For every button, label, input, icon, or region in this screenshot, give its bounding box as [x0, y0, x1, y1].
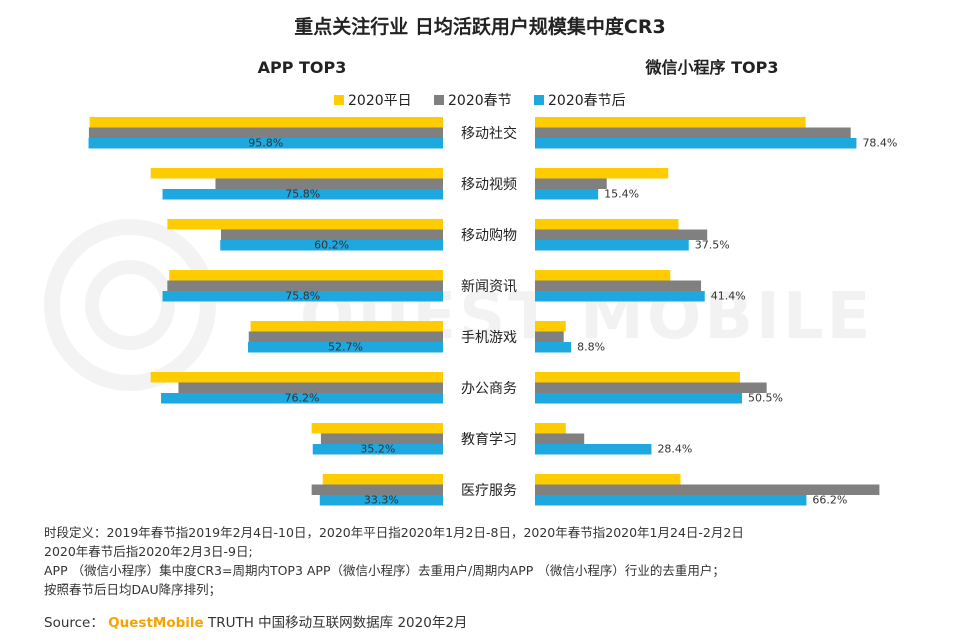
bar-miniprogram-1: [535, 423, 566, 434]
category-label: 移动社交: [461, 125, 517, 142]
bar-app-2: [248, 331, 443, 342]
bar-miniprogram-2: [535, 229, 708, 240]
legend-swatch: [534, 95, 544, 105]
source-brand: QuestMobile: [108, 615, 204, 631]
watermark-ring: [44, 219, 216, 391]
note-line: 2020年春节后指2020年2月3日-9日;: [44, 544, 253, 559]
bar-app-2: [167, 280, 443, 291]
value-label-app: 95.8%: [248, 137, 283, 150]
bars-layer: 95.8% 78.4% 75.8% 15.4% 60.2% 37.5% 75.8% 41.4%…: [88, 117, 897, 507]
bar-miniprogram-2: [535, 178, 607, 189]
bar-miniprogram-3: [535, 342, 572, 353]
bar-miniprogram-1: [535, 219, 679, 230]
bar-app-1: [150, 372, 443, 383]
legend-label: 2020平日: [348, 93, 412, 109]
bar-app-1: [150, 168, 443, 179]
value-label-miniprogram: 15.4%: [604, 188, 639, 201]
legend-swatch: [434, 95, 444, 105]
bar-app-3: [248, 342, 443, 353]
legend-label: 2020春节: [448, 93, 512, 109]
value-label-app: 52.7%: [328, 341, 363, 354]
bar-app-3: [162, 189, 444, 200]
bar-app-2: [320, 433, 443, 444]
notes: 时段定义：2019年春节指2019年2月4日-10日，2020年平日指2020年…: [44, 523, 924, 599]
bar-miniprogram-3: [535, 444, 652, 455]
bar-miniprogram-1: [535, 270, 671, 281]
value-label-app: 60.2%: [314, 239, 349, 252]
bar-app-2: [221, 229, 443, 240]
value-label-app: 75.8%: [285, 290, 320, 303]
bar-miniprogram-3: [535, 240, 689, 251]
bar-app-2: [311, 484, 443, 495]
bar-miniprogram-2: [535, 280, 702, 291]
bar-miniprogram-1: [535, 168, 669, 179]
bar-miniprogram-1: [535, 117, 806, 128]
bar-app-3: [319, 495, 443, 506]
bar-miniprogram-2: [535, 433, 585, 444]
value-label-miniprogram: 50.5%: [748, 392, 783, 405]
note-line: 时段定义：2019年春节指2019年2月4日-10日，2020年平日指2020年…: [44, 525, 744, 540]
bar-app-3: [162, 291, 444, 302]
category-label: 移动购物: [461, 228, 517, 244]
value-label-app: 33.3%: [364, 494, 399, 507]
bar-app-3: [312, 444, 443, 455]
bar-app-1: [322, 474, 443, 485]
watermark-ring: [85, 260, 175, 350]
bar-miniprogram-3: [535, 189, 599, 200]
chart: QUEST MOBILE 重点关注行业 日均活跃用户规模集中度CR3 APP T…: [44, 15, 897, 507]
bar-miniprogram-3: [535, 393, 743, 404]
value-label-app: 76.2%: [285, 392, 320, 405]
value-label-miniprogram: 41.4%: [711, 290, 746, 303]
category-label: 办公商务: [461, 381, 517, 397]
bar-miniprogram-1: [535, 321, 566, 332]
source-label: Source：: [44, 615, 104, 631]
category-label: 手机游戏: [461, 330, 517, 346]
bar-miniprogram-3: [535, 138, 857, 149]
bar-miniprogram-2: [535, 484, 880, 495]
value-label-miniprogram: 37.5%: [695, 239, 730, 252]
bar-app-1: [167, 219, 443, 230]
value-label-miniprogram: 78.4%: [862, 137, 897, 150]
bar-app-1: [89, 117, 444, 128]
panel-title-miniprogram: 微信小程序 TOP3: [645, 58, 779, 77]
note-line: 按照春节后日均DAU降序排列；: [44, 582, 222, 597]
bar-app-1: [250, 321, 443, 332]
bar-miniprogram-2: [535, 127, 851, 138]
note-line: APP （微信小程序）集中度CR3=周期内TOP3 APP（微信小程序）去重用户…: [44, 563, 725, 578]
bar-miniprogram-3: [535, 291, 705, 302]
bar-app-2: [178, 382, 443, 393]
bar-miniprogram-1: [535, 474, 681, 485]
category-label: 教育学习: [461, 432, 517, 448]
legend-label: 2020春节后: [548, 93, 626, 109]
bar-miniprogram-2: [535, 382, 767, 393]
source: Source： QuestMobile TRUTH 中国移动互联网数据库 202…: [44, 611, 467, 631]
watermark: QUEST MOBILE: [44, 219, 870, 391]
source-text: TRUTH 中国移动互联网数据库 2020年2月: [207, 615, 468, 631]
bar-app-1: [169, 270, 443, 281]
bar-app-3: [161, 393, 443, 404]
legend: 2020平日 2020春节 2020春节后: [334, 93, 626, 109]
legend-swatch: [334, 95, 344, 105]
bar-miniprogram-1: [535, 372, 740, 383]
chart-title: 重点关注行业 日均活跃用户规模集中度CR3: [294, 15, 665, 38]
category-label: 新闻资讯: [461, 279, 517, 295]
value-label-miniprogram: 8.8%: [577, 341, 605, 354]
bar-miniprogram-2: [535, 331, 564, 342]
bar-app-3: [88, 138, 443, 149]
bar-app-3: [220, 240, 443, 251]
value-label-app: 35.2%: [360, 443, 395, 456]
category-label: 移动视频: [461, 177, 517, 193]
category-label: 医疗服务: [461, 483, 517, 499]
value-label-app: 75.8%: [285, 188, 320, 201]
bar-app-1: [311, 423, 443, 434]
value-label-miniprogram: 28.4%: [657, 443, 692, 456]
bar-app-2: [215, 178, 443, 189]
bar-app-2: [88, 127, 443, 138]
panel-title-app: APP TOP3: [258, 58, 347, 77]
value-label-miniprogram: 66.2%: [812, 494, 847, 507]
bar-miniprogram-3: [535, 495, 807, 506]
